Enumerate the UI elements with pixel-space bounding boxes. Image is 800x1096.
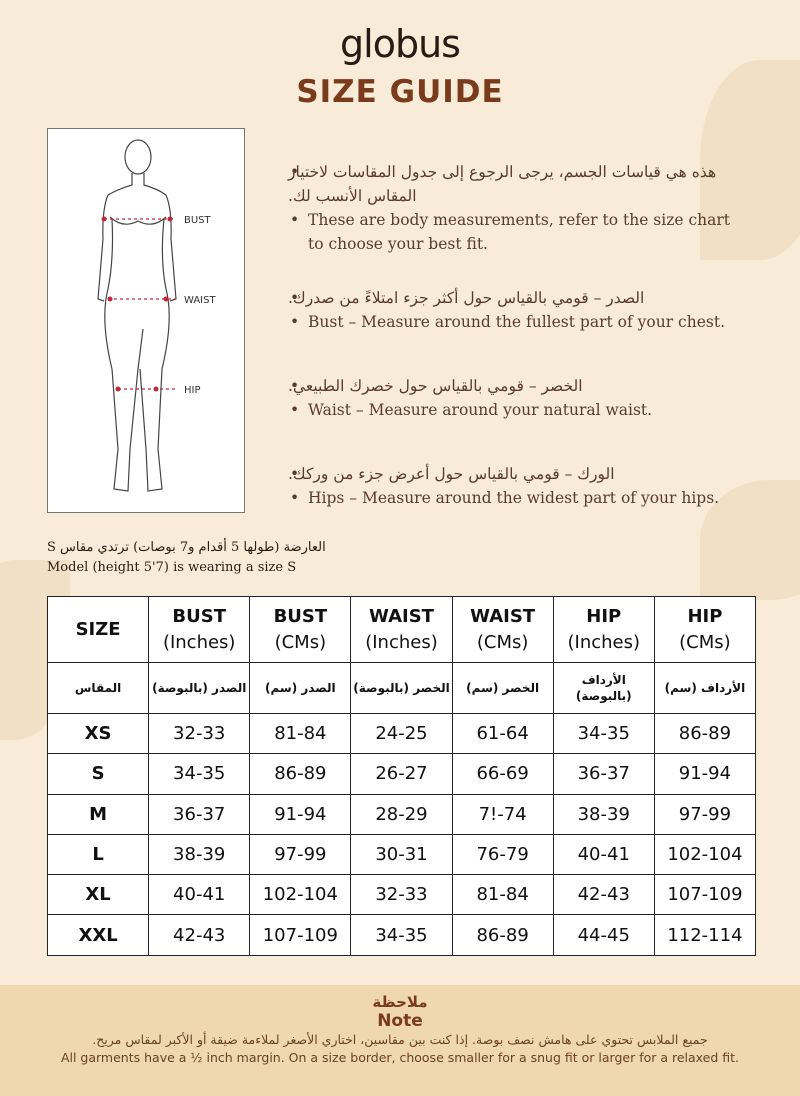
size-cell: XL <box>46 874 150 916</box>
measurement-cell: 40-41 <box>552 833 655 876</box>
col-header: WAIST (Inches) <box>350 596 453 663</box>
header-row: SIZE BUST (Inches) BUST (CMs) WAIST (Inches… <box>46 596 757 663</box>
size-cell: XS <box>46 712 150 755</box>
model-info: العارضة (طولها 5 أقدام و7 بوصات) ترتدي م… <box>47 538 353 578</box>
bullet-ar: الخصر – قومي بالقياس حول خصرك الطبيعي. <box>288 374 738 398</box>
body-figure: BUST WAIST HIP <box>47 128 245 513</box>
col-header: HIP (CMs) <box>653 596 757 663</box>
bullet-en: These are body measurements, refer to th… <box>288 208 738 256</box>
ar-header: الصدر (بالبوصة) <box>148 662 251 714</box>
measurement-cell: 40-41 <box>148 874 251 916</box>
ar-header: المقاس <box>46 662 150 714</box>
hip-label: HIP <box>184 385 201 396</box>
bullet-ar: الصدر – قومي بالقياس حول أكثر جزء امتلاء… <box>288 286 738 310</box>
bullet-ar: هذه هي قياسات الجسم، يرجى الرجوع إلى جدو… <box>288 160 738 208</box>
measurement-cell: 34-35 <box>148 753 251 795</box>
measurement-cell: 86-89 <box>451 914 554 956</box>
col-header: SIZE <box>46 596 150 663</box>
col-header: HIP (Inches) <box>552 596 655 663</box>
measurement-cell: 44-45 <box>552 914 655 956</box>
model-info-en: Model (height 5'7) is wearing a size S <box>47 560 297 575</box>
table-row: S 34-35 86-89 26-27 66-69 36-37 91-94 <box>46 753 757 795</box>
measurement-instructions: هذه هي قياسات الجسم، يرجى الرجوع إلى جدو… <box>288 160 738 540</box>
size-cell: XXL <box>46 914 150 956</box>
brand-logo: globus <box>340 22 461 66</box>
measurement-cell: 81-84 <box>249 712 352 755</box>
size-cell: L <box>46 833 150 876</box>
bust-label: BUST <box>184 215 212 226</box>
measurement-cell: 36-37 <box>148 793 251 835</box>
measurement-cell: 28-29 <box>350 793 453 835</box>
arabic-header-row: المقاس الصدر (بالبوصة) الصدر (سم) الخصر … <box>46 662 757 714</box>
measurement-cell: 30-31 <box>350 833 453 876</box>
table-row: XXL 42-43 107-109 34-35 86-89 44-45 112-114 <box>46 914 757 956</box>
note-text-ar: جميع الملابس تحتوي على هامش نصف بوصة. إذ… <box>92 1032 708 1047</box>
measurement-cell: 61-64 <box>451 712 554 755</box>
note-title-en: Note <box>377 1011 423 1031</box>
measurement-cell: 97-99 <box>653 793 757 835</box>
body-outline-icon: BUST WAIST HIP <box>97 139 216 492</box>
measurement-cell: 86-89 <box>653 712 757 755</box>
model-info-ar: العارضة (طولها 5 أقدام و7 بوصات) ترتدي م… <box>47 540 326 555</box>
col-header: WAIST (CMs) <box>451 596 554 663</box>
bullet-en: Hips – Measure around the widest part of… <box>288 486 738 510</box>
measurement-cell: 34-35 <box>350 914 453 956</box>
size-cell: S <box>46 753 150 795</box>
note-section: ملاحظة Note جميع الملابس تحتوي على هامش … <box>0 985 800 1096</box>
measurement-cell: 38-39 <box>552 793 655 835</box>
bullet-en: Waist – Measure around your natural wais… <box>288 398 738 422</box>
measurement-cell: 102-104 <box>249 874 352 916</box>
measurement-cell: 32-33 <box>148 712 251 755</box>
table-row: XS 32-33 81-84 24-25 61-64 34-35 86-89 <box>46 712 757 755</box>
measurement-cell: 112-114 <box>653 914 757 956</box>
measurement-cell: 91-94 <box>249 793 352 835</box>
measurement-cell: 34-35 <box>552 712 655 755</box>
measurement-cell: 107-109 <box>653 874 757 916</box>
size-table: SIZE BUST (Inches) BUST (CMs) WAIST (Inches… <box>46 596 757 956</box>
waist-label: WAIST <box>184 295 216 306</box>
ar-header: الخصر (بالبوصة) <box>350 662 453 714</box>
size-cell: M <box>46 793 150 835</box>
table-row: M 36-37 91-94 28-29 7!-74 38-39 97-99 <box>46 793 757 835</box>
bullet-en: Bust – Measure around the fullest part o… <box>288 310 738 334</box>
table-row: XL 40-41 102-104 32-33 81-84 42-43 107-109 <box>46 874 757 916</box>
col-header: BUST (Inches) <box>148 596 251 663</box>
measurement-cell: 26-27 <box>350 753 453 795</box>
measurement-cell: 107-109 <box>249 914 352 956</box>
measurement-cell: 7!-74 <box>451 793 554 835</box>
measurement-cell: 66-69 <box>451 753 554 795</box>
ar-header: الصدر (سم) <box>249 662 352 714</box>
note-text-en: All garments have a ½ inch margin. On a … <box>60 1050 740 1065</box>
ar-header: الأرداف (سم) <box>653 662 757 714</box>
table-row: L 38-39 97-99 30-31 76-79 40-41 102-104 <box>46 833 757 876</box>
measurement-cell: 86-89 <box>249 753 352 795</box>
measurement-cell: 97-99 <box>249 833 352 876</box>
measurement-cell: 38-39 <box>148 833 251 876</box>
measurement-cell: 32-33 <box>350 874 453 916</box>
bullet-ar: الورك – قومي بالقياس حول أعرض جزء من ورك… <box>288 462 738 486</box>
measurement-cell: 102-104 <box>653 833 757 876</box>
ar-header: الأرداف (بالبوصة) <box>552 662 655 714</box>
measurement-cell: 42-43 <box>148 914 251 956</box>
measurement-cell: 24-25 <box>350 712 453 755</box>
ar-header: الخصر (سم) <box>451 662 554 714</box>
page-title: SIZE GUIDE <box>296 74 504 110</box>
measurement-cell: 42-43 <box>552 874 655 916</box>
measurement-cell: 81-84 <box>451 874 554 916</box>
measurement-cell: 36-37 <box>552 753 655 795</box>
measurement-cell: 91-94 <box>653 753 757 795</box>
col-header: BUST (CMs) <box>249 596 352 663</box>
measurement-cell: 76-79 <box>451 833 554 876</box>
note-title-ar: ملاحظة <box>372 993 428 1011</box>
